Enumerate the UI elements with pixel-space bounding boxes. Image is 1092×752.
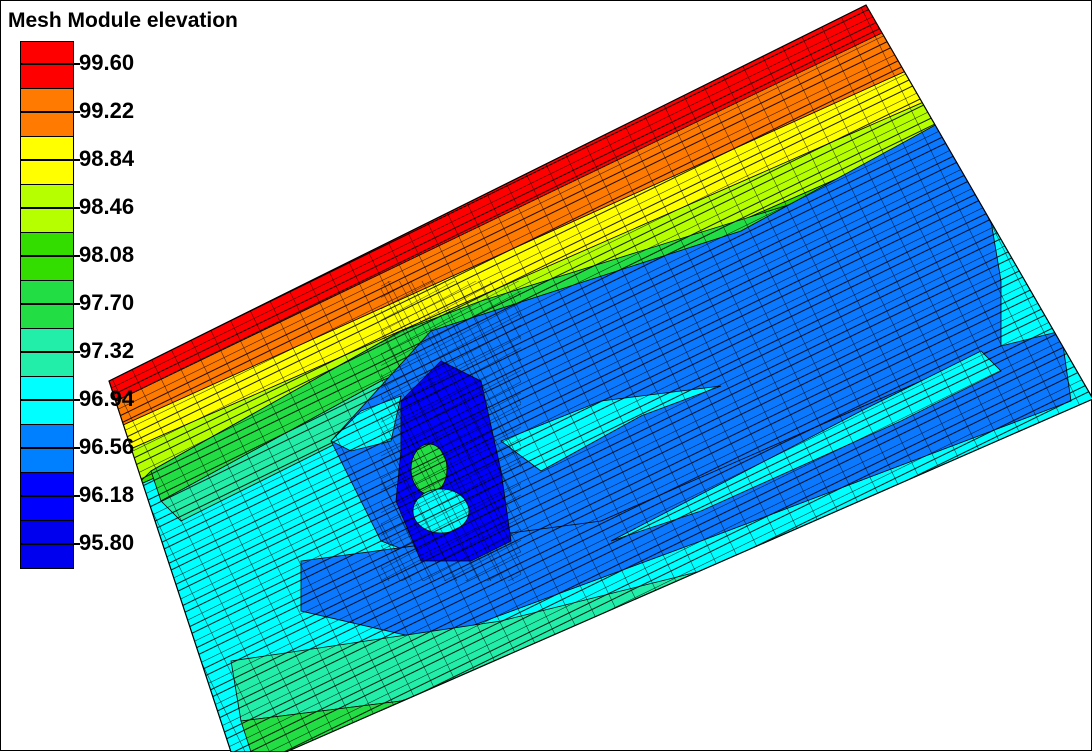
legend-swatch bbox=[20, 137, 74, 185]
legend-tick bbox=[20, 255, 80, 257]
legend-tick bbox=[20, 111, 80, 113]
legend-swatch bbox=[20, 425, 74, 473]
legend-swatch bbox=[20, 521, 74, 569]
legend-swatch bbox=[20, 329, 74, 377]
legend-tick bbox=[20, 207, 80, 209]
legend-tick bbox=[20, 399, 80, 401]
legend-tick bbox=[20, 447, 80, 449]
legend-label: 95.80 bbox=[79, 530, 135, 555]
legend-label: 98.46 bbox=[79, 194, 135, 219]
legend-tick bbox=[20, 543, 80, 545]
legend-label: 99.60 bbox=[79, 50, 135, 75]
legend-tick bbox=[20, 351, 80, 353]
legend-label: 98.08 bbox=[79, 242, 135, 267]
legend-swatch bbox=[20, 41, 74, 89]
legend-swatch bbox=[20, 377, 74, 425]
mesh-outline bbox=[108, 4, 1092, 752]
legend-swatch bbox=[20, 473, 74, 521]
mesh-grid-fine bbox=[381, 281, 521, 581]
legend-swatch bbox=[20, 233, 74, 281]
legend-label: 96.18 bbox=[79, 482, 135, 507]
legend-tick bbox=[20, 303, 80, 305]
legend-tick bbox=[20, 159, 80, 161]
legend-label: 96.56 bbox=[79, 434, 135, 459]
legend-label: 97.32 bbox=[79, 338, 135, 363]
legend-tick bbox=[20, 63, 80, 65]
legend-swatch bbox=[20, 185, 74, 233]
legend-swatch bbox=[20, 281, 74, 329]
legend-label: 98.84 bbox=[79, 146, 135, 171]
legend-tick bbox=[20, 495, 80, 497]
legend-title: Mesh Module elevation bbox=[8, 9, 238, 32]
legend-label: 99.22 bbox=[79, 98, 135, 123]
legend-swatch bbox=[20, 89, 74, 137]
legend-label: 96.94 bbox=[79, 386, 135, 411]
legend-label: 97.70 bbox=[79, 290, 135, 315]
